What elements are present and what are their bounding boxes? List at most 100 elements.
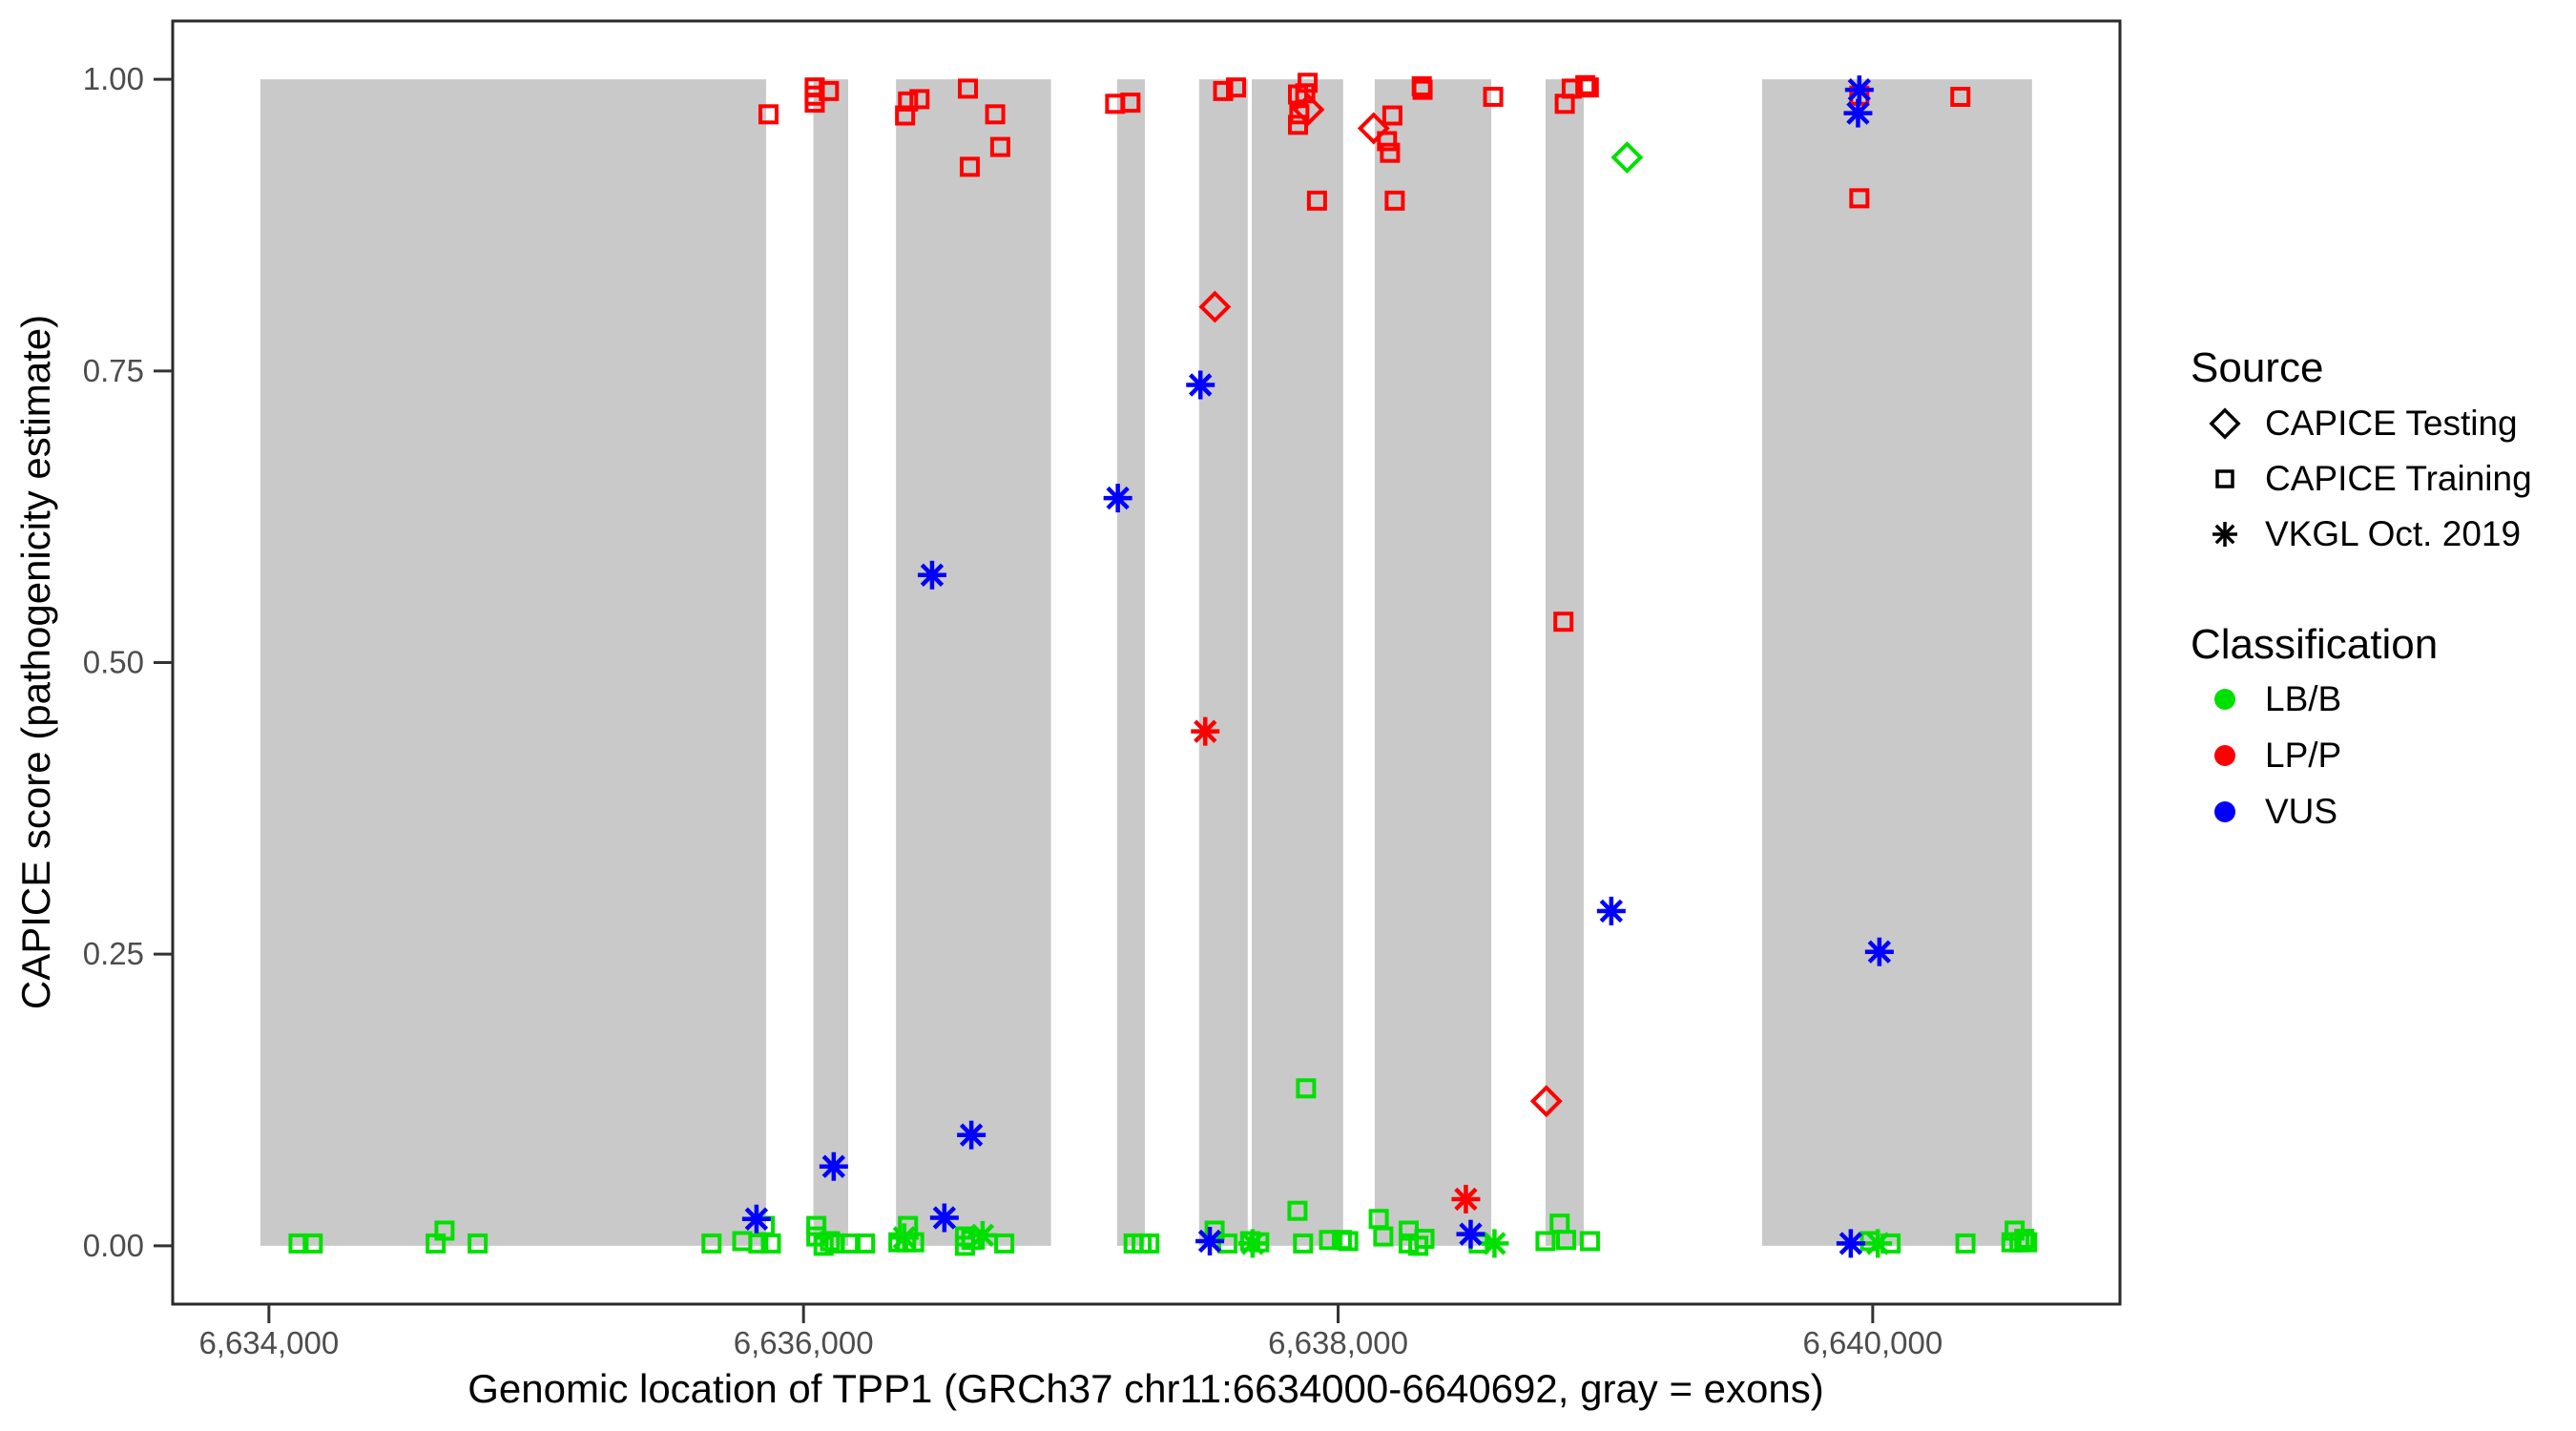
point-testing-diamond xyxy=(1610,141,1644,175)
point-training-square xyxy=(1555,1230,1576,1251)
point-training-square xyxy=(1384,190,1405,211)
point-training-square xyxy=(989,136,1010,157)
legend-color-dot-icon xyxy=(2214,689,2235,710)
point-vkgl-asterisk xyxy=(1865,1232,1890,1255)
y-tick-label: 1.00 xyxy=(83,61,144,96)
exon-band xyxy=(1545,79,1584,1246)
x-axis-title: Genomic location of TPP1 (GRCh37 chr11:6… xyxy=(467,1366,1823,1411)
point-training-square xyxy=(957,78,978,99)
point-testing-diamond xyxy=(1198,290,1232,323)
legend-classification-item-label: LB/B xyxy=(2265,679,2341,718)
y-tick-label: 0.00 xyxy=(83,1228,144,1263)
exon-band xyxy=(1761,79,2032,1246)
exon-band xyxy=(896,79,1051,1246)
legend-classification-item-label: VUS xyxy=(2265,792,2337,831)
legend-items-layer: CAPICE Testing CAPICE Training VKGL Oct. 2… xyxy=(2209,404,2532,831)
point-vkgl-asterisk xyxy=(1194,719,1217,743)
legend-classification-title: Classification xyxy=(2191,621,2438,668)
point-training-square xyxy=(1377,131,1398,152)
point-vkgl-asterisk xyxy=(892,1226,917,1250)
point-vkgl-asterisk xyxy=(1106,486,1130,510)
exon-band xyxy=(260,79,766,1246)
legend-asterisk-icon xyxy=(2214,524,2235,545)
point-training-square xyxy=(1380,142,1401,163)
point-training-square xyxy=(1414,1229,1435,1250)
point-training-square xyxy=(1213,80,1234,101)
point-training-square xyxy=(1553,612,1574,633)
point-vkgl-asterisk xyxy=(1839,1232,1863,1255)
point-training-square xyxy=(806,1215,827,1236)
legend-square-icon xyxy=(2215,469,2234,488)
point-testing-diamond xyxy=(1357,112,1390,145)
point-testing-diamond xyxy=(1292,93,1325,126)
point-training-square xyxy=(1298,73,1319,93)
point-training-square xyxy=(1139,1233,1160,1254)
point-vkgl-asterisk xyxy=(920,563,945,587)
point-training-square xyxy=(985,104,1006,125)
exon-bands-layer xyxy=(260,79,2032,1246)
point-testing-diamond xyxy=(1529,1085,1563,1118)
point-training-square xyxy=(1578,77,1599,98)
point-vkgl-asterisk xyxy=(1459,1222,1483,1246)
point-training-square xyxy=(1955,1233,1976,1254)
point-training-square xyxy=(1287,114,1308,135)
point-training-square xyxy=(760,1233,781,1254)
y-axis-title: CAPICE score (pathogenicity estimate) xyxy=(13,315,58,1009)
point-training-square xyxy=(1217,1233,1238,1254)
point-training-square xyxy=(819,80,840,101)
point-training-square xyxy=(1120,93,1141,114)
point-training-square xyxy=(898,91,919,112)
point-vkgl-asterisk xyxy=(959,1123,984,1147)
point-training-square xyxy=(434,1220,455,1241)
point-training-square xyxy=(1287,1200,1308,1221)
legend-source-title: Source xyxy=(2191,344,2323,391)
point-training-square xyxy=(804,93,825,114)
y-tick-label: 0.50 xyxy=(83,645,144,680)
point-training-square xyxy=(1319,1230,1340,1251)
point-vkgl-asterisk xyxy=(821,1154,846,1178)
point-training-square xyxy=(1950,86,1971,107)
point-training-square xyxy=(701,1233,722,1254)
legend-source-item-label: CAPICE Testing xyxy=(2265,404,2518,443)
point-training-square xyxy=(1412,79,1433,100)
point-training-square xyxy=(895,105,916,126)
point-training-square xyxy=(288,1233,309,1254)
legend-source-item-label: VKGL Oct. 2019 xyxy=(2265,514,2521,553)
point-training-square xyxy=(1373,1226,1394,1247)
exon-band xyxy=(1198,79,1248,1246)
point-vkgl-asterisk xyxy=(1846,101,1870,125)
x-tick-label: 6,640,000 xyxy=(1802,1325,1942,1360)
exon-band xyxy=(1252,79,1343,1246)
exon-band xyxy=(1374,79,1492,1246)
point-vkgl-asterisk xyxy=(970,1223,995,1248)
point-vkgl-asterisk xyxy=(1197,1229,1222,1254)
x-tick-label: 6,636,000 xyxy=(734,1325,874,1360)
point-training-square xyxy=(467,1233,488,1254)
point-training-square xyxy=(994,1233,1015,1254)
point-vkgl-asterisk xyxy=(744,1207,769,1231)
legend-color-dot-icon xyxy=(2214,745,2235,766)
data-points-layer xyxy=(288,73,2038,1258)
point-training-square xyxy=(1849,188,1870,209)
point-vkgl-asterisk xyxy=(932,1206,957,1230)
point-vkgl-asterisk xyxy=(1867,940,1892,964)
point-vkgl-asterisk xyxy=(1189,373,1213,397)
point-training-square xyxy=(1338,1231,1359,1252)
point-training-square xyxy=(1296,1078,1317,1099)
point-training-square xyxy=(2014,1229,2035,1250)
point-training-square xyxy=(1579,1231,1600,1252)
point-vkgl-asterisk xyxy=(1454,1187,1478,1212)
legend-color-dot-icon xyxy=(2214,801,2235,822)
point-training-square xyxy=(1225,77,1246,98)
x-tick-label: 6,634,000 xyxy=(198,1325,339,1360)
point-training-square xyxy=(1535,1231,1556,1252)
point-training-square xyxy=(959,156,980,177)
point-training-square xyxy=(1306,190,1327,211)
point-training-square xyxy=(1575,74,1596,95)
x-tick-label: 6,638,000 xyxy=(1268,1325,1408,1360)
point-training-square xyxy=(909,89,930,110)
legend-diamond-icon xyxy=(2209,407,2241,440)
legend-classification-item-label: LP/P xyxy=(2265,736,2341,775)
